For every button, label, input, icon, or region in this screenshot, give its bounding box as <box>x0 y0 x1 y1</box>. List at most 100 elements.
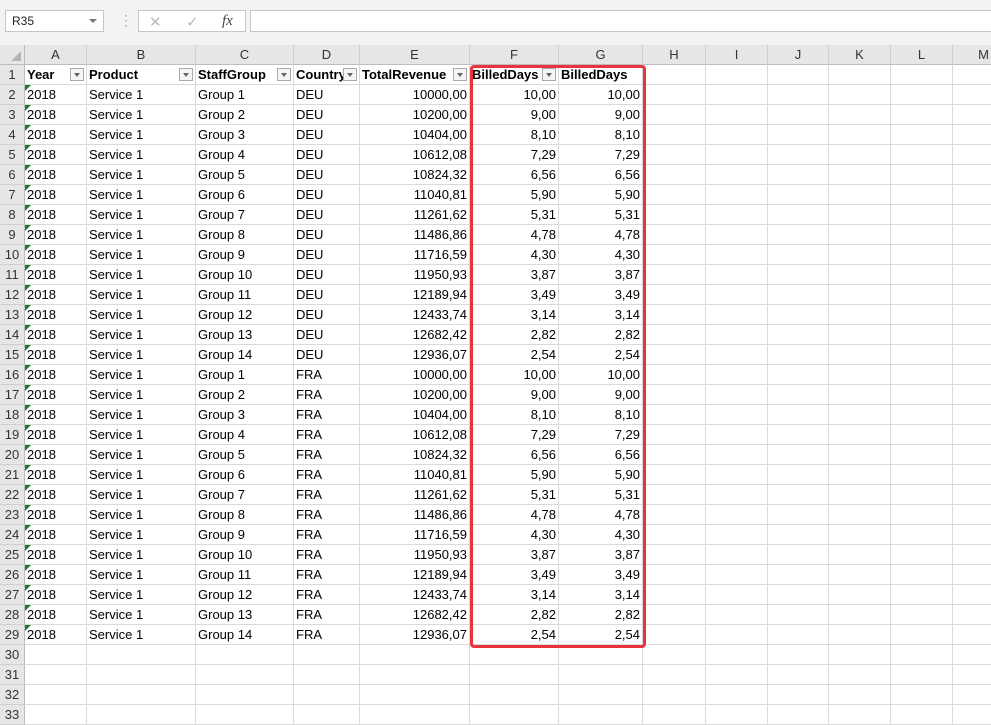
table-cell[interactable]: 2,54 <box>470 625 559 645</box>
table-cell[interactable]: 2018 <box>25 285 87 305</box>
table-cell[interactable]: Group 1 <box>196 365 294 385</box>
cell[interactable] <box>829 665 891 685</box>
cell[interactable] <box>25 705 87 725</box>
table-cell[interactable]: 2,82 <box>470 605 559 625</box>
cell[interactable] <box>768 605 829 625</box>
cell[interactable] <box>706 265 768 285</box>
filter-dropdown-icon[interactable] <box>70 68 84 81</box>
cell[interactable] <box>768 345 829 365</box>
table-cell[interactable]: 3,87 <box>470 545 559 565</box>
table-cell[interactable]: 2018 <box>25 485 87 505</box>
cell[interactable] <box>768 265 829 285</box>
table-cell[interactable]: 2,82 <box>559 325 643 345</box>
table-cell[interactable]: 6,56 <box>559 445 643 465</box>
table-cell[interactable]: Group 4 <box>196 145 294 165</box>
table-cell[interactable]: Service 1 <box>87 345 196 365</box>
table-header-cell[interactable]: Country <box>294 65 360 85</box>
cell[interactable] <box>706 325 768 345</box>
cell[interactable] <box>768 705 829 725</box>
table-cell[interactable]: 2018 <box>25 525 87 545</box>
table-cell[interactable]: FRA <box>294 545 360 565</box>
table-cell[interactable]: 2,54 <box>559 345 643 365</box>
cell[interactable] <box>87 665 196 685</box>
table-cell[interactable]: FRA <box>294 425 360 445</box>
table-cell[interactable]: 3,14 <box>470 305 559 325</box>
cell[interactable] <box>643 645 706 665</box>
cell[interactable] <box>829 605 891 625</box>
table-cell[interactable]: 4,30 <box>470 245 559 265</box>
cell[interactable] <box>706 525 768 545</box>
cell[interactable] <box>829 85 891 105</box>
table-cell[interactable]: 2,82 <box>559 605 643 625</box>
cell[interactable] <box>25 665 87 685</box>
cell[interactable] <box>768 585 829 605</box>
table-cell[interactable]: DEU <box>294 305 360 325</box>
cell[interactable] <box>706 645 768 665</box>
cell[interactable] <box>196 685 294 705</box>
table-cell[interactable]: 11040,81 <box>360 465 470 485</box>
cell[interactable] <box>953 345 991 365</box>
cell[interactable] <box>706 705 768 725</box>
table-cell[interactable]: FRA <box>294 485 360 505</box>
cell[interactable] <box>953 685 991 705</box>
formula-input[interactable] <box>250 10 991 32</box>
cell[interactable] <box>829 365 891 385</box>
table-cell[interactable]: 10000,00 <box>360 365 470 385</box>
cell[interactable] <box>953 225 991 245</box>
table-cell[interactable]: Group 10 <box>196 265 294 285</box>
cell[interactable] <box>953 285 991 305</box>
cell[interactable] <box>891 425 953 445</box>
table-cell[interactable]: 5,90 <box>559 185 643 205</box>
table-cell[interactable]: 2,82 <box>470 325 559 345</box>
cell[interactable] <box>87 705 196 725</box>
cell[interactable] <box>768 665 829 685</box>
table-cell[interactable]: FRA <box>294 565 360 585</box>
table-cell[interactable]: 3,14 <box>470 585 559 605</box>
cell[interactable] <box>891 565 953 585</box>
table-cell[interactable]: 2018 <box>25 305 87 325</box>
cell[interactable] <box>891 625 953 645</box>
row-header[interactable]: 18 <box>0 405 25 425</box>
table-cell[interactable]: 12682,42 <box>360 325 470 345</box>
row-header[interactable]: 1 <box>0 65 25 85</box>
table-cell[interactable]: 2018 <box>25 465 87 485</box>
cell[interactable] <box>891 265 953 285</box>
cell[interactable] <box>768 225 829 245</box>
cell[interactable] <box>25 685 87 705</box>
table-cell[interactable]: Service 1 <box>87 105 196 125</box>
table-cell[interactable]: 10,00 <box>470 365 559 385</box>
table-cell[interactable]: 11261,62 <box>360 205 470 225</box>
table-cell[interactable]: Group 6 <box>196 185 294 205</box>
filter-dropdown-icon[interactable] <box>343 68 357 81</box>
row-header[interactable]: 13 <box>0 305 25 325</box>
row-header[interactable]: 22 <box>0 485 25 505</box>
cell[interactable] <box>891 705 953 725</box>
table-cell[interactable]: 10200,00 <box>360 105 470 125</box>
table-cell[interactable]: 11040,81 <box>360 185 470 205</box>
cell[interactable] <box>643 465 706 485</box>
cell[interactable] <box>953 85 991 105</box>
column-header-D[interactable]: D <box>294 45 360 65</box>
cell[interactable] <box>294 705 360 725</box>
table-cell[interactable]: 11716,59 <box>360 245 470 265</box>
column-header-E[interactable]: E <box>360 45 470 65</box>
table-cell[interactable]: 2018 <box>25 165 87 185</box>
table-cell[interactable]: 3,87 <box>559 265 643 285</box>
cell[interactable] <box>643 665 706 685</box>
cell[interactable] <box>891 405 953 425</box>
cell[interactable] <box>829 525 891 545</box>
column-header-L[interactable]: L <box>891 45 953 65</box>
cell[interactable] <box>953 365 991 385</box>
cell[interactable] <box>643 265 706 285</box>
table-cell[interactable]: 11486,86 <box>360 505 470 525</box>
table-cell[interactable]: 5,31 <box>470 205 559 225</box>
table-cell[interactable]: 2018 <box>25 325 87 345</box>
cell[interactable] <box>891 385 953 405</box>
table-cell[interactable]: 10,00 <box>559 365 643 385</box>
cell[interactable] <box>829 385 891 405</box>
table-cell[interactable]: Service 1 <box>87 565 196 585</box>
cell[interactable] <box>829 145 891 165</box>
table-header-cell[interactable]: Product <box>87 65 196 85</box>
cell[interactable] <box>643 545 706 565</box>
table-cell[interactable]: 2018 <box>25 265 87 285</box>
